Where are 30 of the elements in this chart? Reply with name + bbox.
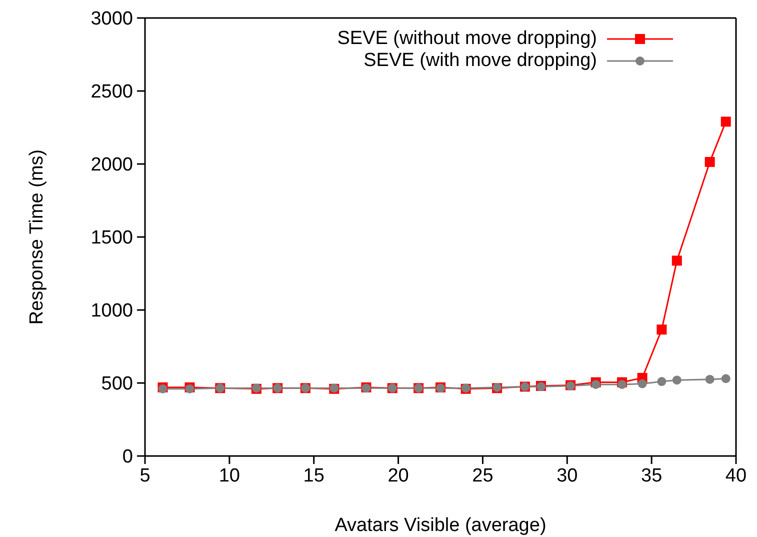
point [672,376,682,385]
x-axis-title: Avatars Visible (average) [334,515,546,536]
x-tick-label: 40 [725,465,747,486]
point [672,256,682,266]
y-tick-label: 2500 [90,82,133,103]
y-tick-label: 2000 [90,154,133,176]
x-tick-label: 25 [472,465,494,486]
x-tick-label: 10 [218,465,240,486]
legend-label: SEVE (without move dropping) [337,28,597,50]
y-axis-title: Response Time (ms) [26,149,48,325]
y-tick-label: 1500 [90,228,133,249]
point [638,379,647,388]
x-tick-label: 35 [641,465,662,486]
point [657,377,666,386]
x-tick-label: 20 [388,465,409,486]
y-tick-label: 0 [122,446,133,468]
x-tick-label: 5 [140,465,150,486]
point [721,374,730,384]
x-tick-label: 15 [303,465,324,486]
y-tick-label: 500 [101,374,133,395]
x-tick-label: 30 [556,465,578,486]
point [591,380,600,389]
point [704,156,715,167]
legend-label: SEVE (with move dropping) [364,50,597,72]
point [656,324,667,335]
y-tick-label: 1000 [90,300,133,322]
y-tick-label: 3000 [90,8,133,30]
point [618,380,627,389]
point [705,374,714,384]
point [720,116,731,127]
